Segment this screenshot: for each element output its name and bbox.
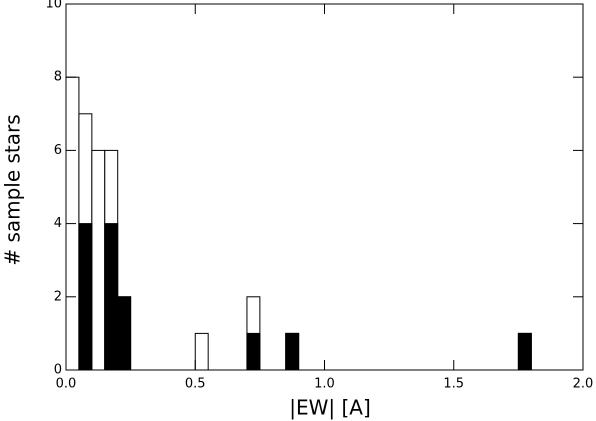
y-tick-label: 8	[54, 70, 62, 85]
y-tick-label: 6	[54, 143, 62, 158]
y-axis-label: # sample stars	[1, 114, 25, 265]
bar	[78, 223, 93, 371]
y-tick-label: 0	[54, 363, 62, 378]
bar	[517, 332, 532, 371]
bar	[91, 149, 106, 371]
bar	[117, 296, 132, 371]
x-tick-label: 1.0	[314, 377, 335, 392]
y-tick-label: 4	[54, 216, 62, 231]
bar	[104, 223, 119, 371]
y-tick-label: 2	[54, 289, 62, 304]
bar	[285, 332, 300, 371]
plot-frame	[65, 3, 584, 371]
x-tick-label: 2.0	[573, 377, 594, 392]
x-tick-label: 0.5	[185, 377, 206, 392]
bar	[246, 332, 261, 371]
y-tick-label: 10	[45, 0, 62, 12]
x-tick-label: 0.0	[56, 377, 77, 392]
x-axis-label: |EW| [A]	[289, 396, 371, 420]
x-tick-label: 1.5	[443, 377, 464, 392]
bar	[194, 332, 209, 371]
